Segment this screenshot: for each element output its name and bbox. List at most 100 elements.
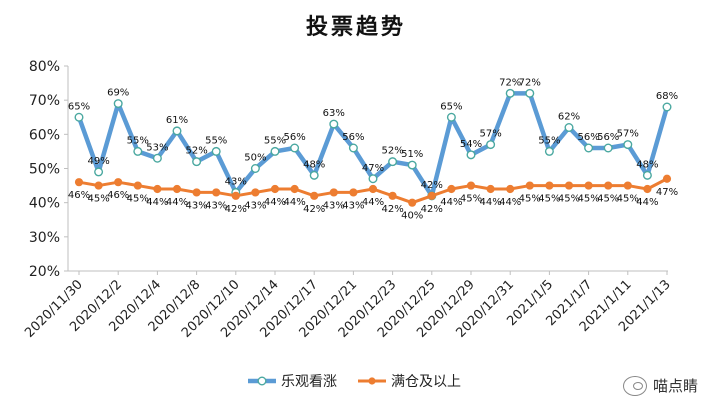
data-label: 61% (166, 115, 188, 126)
series-point (525, 181, 534, 190)
series-point (114, 178, 123, 187)
series-point (113, 99, 123, 109)
data-label: 56% (342, 132, 364, 143)
watermark-text: 喵点睛 (652, 377, 698, 395)
data-label: 62% (558, 112, 580, 123)
data-label: 42% (421, 204, 443, 215)
series-point (152, 153, 162, 163)
y-tick-label: 50% (29, 162, 60, 178)
chart-title: 投票趋势 (306, 14, 406, 40)
data-label: 65% (440, 101, 462, 112)
series-point (94, 167, 104, 177)
series-point (544, 146, 554, 156)
series-point (133, 146, 143, 156)
data-label: 44% (636, 197, 658, 208)
data-label: 51% (401, 149, 423, 160)
data-label: 44% (479, 197, 501, 208)
data-label: 63% (323, 108, 345, 119)
series-point (212, 188, 221, 197)
y-tick-label: 60% (29, 127, 60, 143)
series-point (251, 188, 260, 197)
data-label: 42% (381, 204, 403, 215)
data-label: 52% (185, 146, 207, 157)
series-point (446, 112, 456, 122)
data-label: 47% (362, 163, 384, 174)
y-tick-label: 70% (29, 93, 60, 109)
data-label: 44% (166, 197, 188, 208)
data-label: 44% (440, 197, 462, 208)
legend: 乐观看涨 满仓及以上 (248, 374, 461, 390)
data-label: 56% (283, 132, 305, 143)
data-label: 55% (127, 135, 149, 146)
data-label: 45% (577, 194, 599, 205)
data-label: 57% (479, 129, 501, 140)
series-point (623, 140, 633, 150)
series-point (349, 188, 358, 197)
watermark: 喵点睛 (622, 375, 698, 396)
series-point (584, 181, 593, 190)
series-point (172, 184, 182, 194)
data-label: 43% (225, 176, 247, 187)
series-point (329, 188, 338, 197)
series-point (309, 170, 319, 180)
data-label: 44% (264, 197, 286, 208)
series-point (407, 160, 417, 170)
legend-swatch-marker (257, 376, 267, 386)
series-point (192, 188, 201, 197)
series-point (74, 112, 84, 122)
data-label: 56% (597, 132, 619, 143)
series-point (506, 184, 515, 194)
series-point (133, 181, 142, 190)
data-label: 43% (244, 200, 266, 211)
data-label: 53% (146, 142, 168, 153)
series-point (564, 122, 574, 132)
data-label: 42% (421, 180, 443, 191)
series-point (642, 170, 652, 180)
series-point (505, 88, 515, 98)
series-point (290, 143, 300, 153)
data-labels: 65%49%69%55%53%61%52%55%43%50%55%56%48%6… (68, 77, 678, 221)
data-label: 45% (127, 194, 149, 205)
data-label: 69% (107, 88, 129, 99)
series-point (211, 146, 221, 156)
data-label: 55% (264, 135, 286, 146)
data-label: 45% (597, 194, 619, 205)
series-point (74, 178, 84, 187)
y-tick-label: 20% (29, 264, 60, 280)
data-label: 72% (519, 77, 541, 88)
series-point (662, 174, 672, 183)
series-point (466, 150, 476, 160)
data-label: 47% (656, 187, 678, 198)
data-label: 45% (558, 194, 580, 205)
data-label: 45% (87, 194, 109, 205)
series-point (525, 88, 535, 98)
data-label: 43% (205, 200, 227, 211)
data-label: 48% (636, 159, 658, 170)
series-point (486, 140, 496, 150)
series-point (603, 143, 613, 153)
data-label: 44% (499, 197, 521, 208)
series-point (94, 181, 103, 190)
data-label: 65% (68, 101, 90, 112)
data-label: 45% (460, 194, 482, 205)
data-label: 55% (205, 135, 227, 146)
data-label: 40% (401, 211, 423, 222)
y-tick-label: 80% (29, 59, 60, 75)
data-label: 44% (283, 197, 305, 208)
series-point (564, 181, 574, 190)
series-point (192, 157, 202, 167)
data-label: 44% (362, 197, 384, 208)
series-point (270, 146, 280, 156)
data-label: 57% (617, 129, 639, 140)
series-point (290, 184, 299, 194)
series-point (250, 163, 260, 173)
y-tick-label: 30% (29, 230, 60, 246)
data-label: 46% (68, 190, 90, 201)
data-label: 54% (460, 139, 482, 150)
series-point (368, 184, 378, 194)
y-tick-label: 40% (29, 196, 60, 212)
series-point (466, 181, 476, 190)
data-label: 72% (499, 77, 521, 88)
data-label: 43% (342, 200, 364, 211)
